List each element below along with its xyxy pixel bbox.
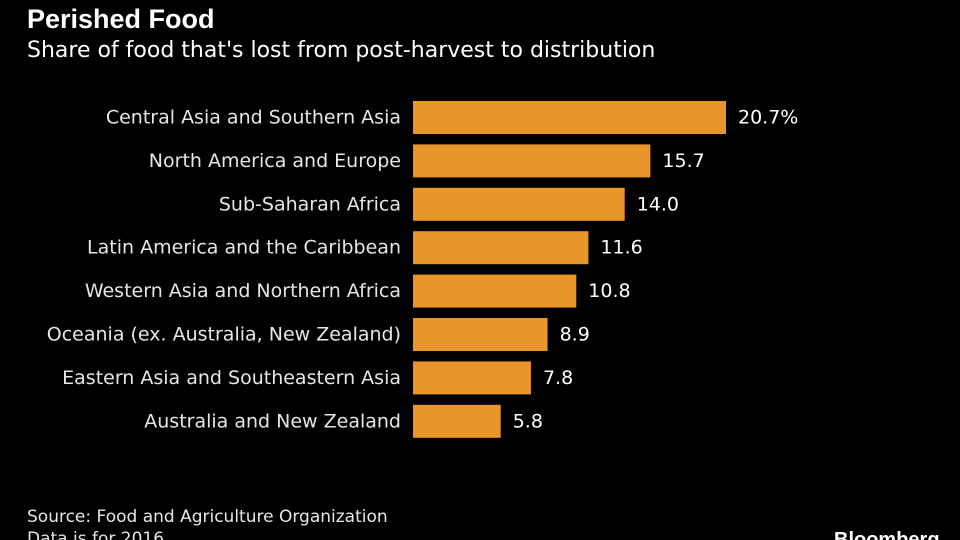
bar	[413, 144, 651, 178]
brand-logo: Bloomberg	[834, 529, 940, 540]
bar	[413, 318, 548, 351]
bar	[413, 361, 531, 395]
category-label: Oceania (ex. Australia, New Zealand)	[47, 324, 401, 346]
value-label: 7.8	[543, 367, 573, 389]
category-label: Eastern Asia and Southeastern Asia	[62, 367, 401, 389]
chart-subtitle: Share of food that's lost from post-harv…	[27, 38, 656, 63]
bar	[413, 274, 577, 308]
value-label: 14.0	[637, 193, 679, 215]
category-label: Central Asia and Southern Asia	[106, 107, 401, 129]
bar	[413, 101, 726, 134]
bar	[413, 187, 625, 221]
source-note: Source: Food and Agriculture Organizatio…	[27, 507, 388, 527]
chart-title: Perished Food	[27, 4, 215, 34]
category-label: Australia and New Zealand	[144, 410, 401, 432]
chart-footer: Source: Food and Agriculture Organizatio…	[27, 506, 388, 540]
category-label: Latin America and the Caribbean	[87, 237, 401, 259]
value-label: 10.8	[588, 280, 630, 302]
data-year-note: Data is for 2016	[27, 529, 165, 540]
value-label: 20.7%	[738, 107, 798, 129]
bar	[413, 404, 501, 438]
value-label: 8.9	[560, 324, 590, 346]
bar	[413, 231, 589, 265]
category-label: Sub-Saharan Africa	[219, 193, 401, 215]
category-label: Western Asia and Northern Africa	[85, 280, 401, 302]
value-label: 5.8	[513, 410, 543, 432]
bars-group: Central Asia and Southern Asia 20.7% North…	[47, 101, 798, 438]
category-label: North America and Europe	[149, 150, 401, 172]
value-label: 11.6	[600, 237, 642, 259]
value-label: 15.7	[662, 150, 704, 172]
